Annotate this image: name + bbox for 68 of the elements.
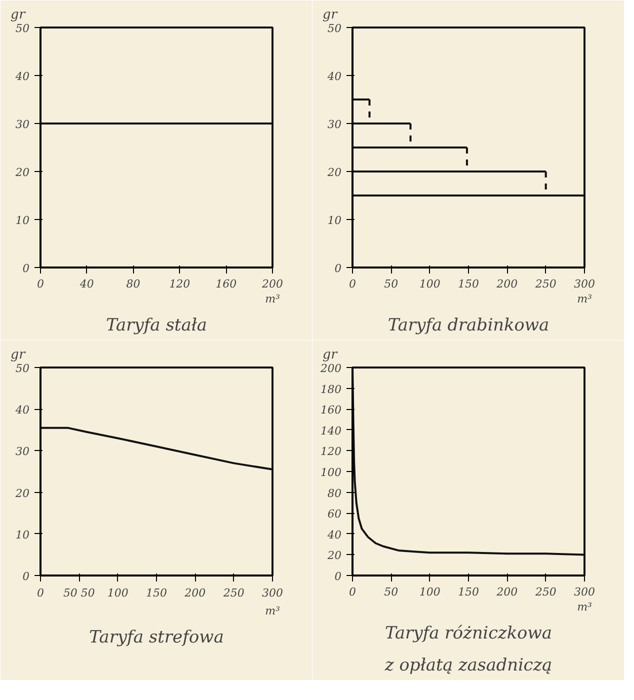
y-tick-label: 80 [328,486,342,500]
y-tick-label: 0 [334,570,342,583]
x-tick-label: 150 [146,586,167,600]
x-tick-label: 250 [222,586,244,600]
y-tick-label: 30 [16,445,30,458]
text: Taryfa strefowa [89,628,224,648]
y-tick-label: 40 [326,528,342,542]
x-tick-label: 200 [496,586,518,598]
y-tick-label: 120 [320,445,342,458]
y-tick-label: 0 [334,262,342,275]
y-tick-label: 140 [320,424,342,438]
x-tick-label: 250 [534,586,556,598]
y-tick-label: 40 [14,70,30,83]
text: Taryfa różniczkowa z opłatą zasadniczą [384,624,552,676]
y-tick-label: 10 [328,214,342,227]
x-tick-label: 300 [262,586,283,600]
x-tick-label: 300 [574,278,595,290]
x-tick-label: 0 [37,278,44,290]
x-tick-label: 0 [349,278,356,290]
x-tick-label: 80 [126,278,140,290]
y-tick-label: 30 [328,118,342,131]
text: Taryfa stała [106,316,208,336]
y-tick-label: 10 [16,528,30,542]
y-tick-label: 40 [14,404,30,417]
text: Taryfa drabinkowa [388,316,550,336]
x-tick-label: 0 [37,586,44,600]
x-axis-title: m³ [577,292,592,306]
x-tick-label: 300 [574,586,595,598]
y-tick-label: 160 [320,404,342,417]
y-tick-label: 10 [16,214,30,227]
x-tick-label: 50 [384,278,398,290]
y-tick-label: 100 [320,466,342,479]
y-axis-title: gr [322,8,338,22]
x-tick-label: 200 [496,278,518,290]
y-tick-label: 30 [16,118,30,131]
y-tick-label: 20 [14,486,30,500]
x-tick-label: 160 [216,278,237,290]
y-tick-label: 180 [320,382,342,396]
y-tick-label: 50 [16,22,30,35]
y-tick-label: 0 [22,262,30,275]
x-tick-label: 100 [419,278,440,290]
y-axis-title: gr [322,348,338,362]
y-tick-label: 50 [16,362,30,375]
y-tick-label: 50 [328,22,342,35]
x-axis-title: m³ [265,604,280,618]
x-axis-title: m³ [265,292,280,306]
x-tick-label: 200 [184,586,206,600]
x-tick-label: 250 [534,278,556,290]
x-tick-label: 50 50 [63,586,95,600]
y-tick-label: 60 [328,508,342,521]
x-tick-label: 100 [107,586,128,600]
x-tick-label: 150 [458,586,479,598]
y-axis-title: gr [10,8,26,22]
y-tick-label: 20 [326,166,342,179]
x-axis-title: m³ [577,600,592,614]
x-tick-label: 150 [458,278,479,290]
x-tick-label: 50 [384,586,398,598]
y-tick-label: 20 [14,166,30,179]
y-tick-label: 0 [22,570,30,583]
y-tick-label: 200 [320,362,342,375]
y-axis-title: gr [10,348,26,362]
y-tick-label: 40 [326,70,342,83]
x-tick-label: 0 [349,586,356,598]
x-tick-label: 40 [78,278,94,290]
x-tick-label: 200 [261,278,283,290]
x-tick-label: 100 [419,586,440,598]
x-tick-label: 120 [169,278,190,290]
y-tick-label: 20 [326,549,342,562]
